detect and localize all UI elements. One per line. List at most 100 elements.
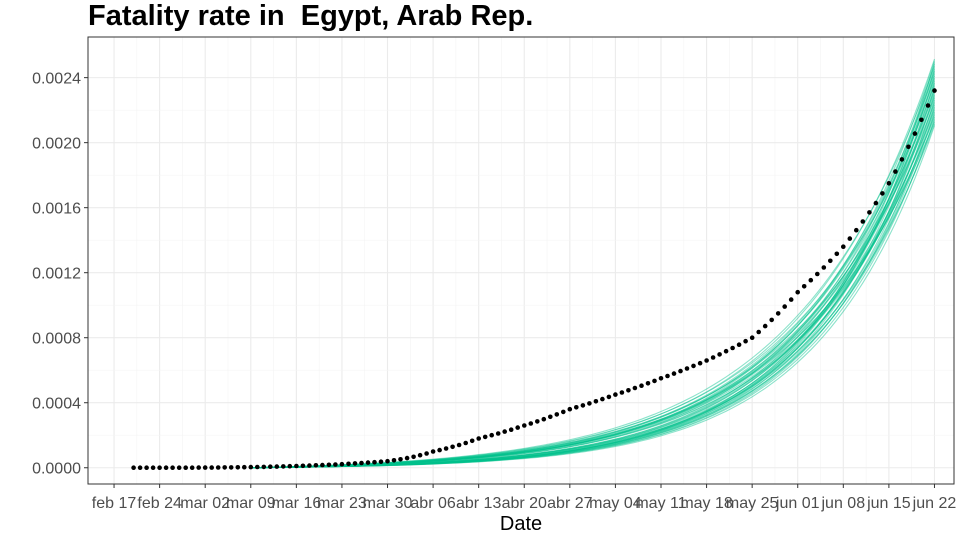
observed-point <box>801 284 807 289</box>
observed-point <box>215 465 221 470</box>
observed-point <box>606 394 612 400</box>
observed-point <box>886 181 892 186</box>
observed-point <box>196 465 201 470</box>
observed-point <box>639 383 644 389</box>
observed-point <box>287 463 293 469</box>
observed-point <box>209 465 214 470</box>
observed-point <box>873 200 879 206</box>
simulated-curve <box>250 98 936 469</box>
x-tick-label: feb 24 <box>137 495 182 512</box>
simulated-curve <box>250 82 936 469</box>
simulated-curve <box>250 89 936 469</box>
y-tick-label: 0.0012 <box>32 266 81 283</box>
observed-point <box>665 373 670 379</box>
observed-point <box>150 465 156 471</box>
observed-point <box>495 431 501 436</box>
panel-border <box>87 36 955 485</box>
observed-point <box>450 444 455 450</box>
simulated-curve <box>250 116 936 469</box>
observed-point <box>619 390 625 395</box>
observed-point <box>300 463 306 469</box>
observed-series <box>131 88 937 471</box>
simulated-curve <box>250 101 936 469</box>
observed-point <box>860 219 866 224</box>
observed-point <box>854 227 859 233</box>
observed-point <box>417 452 423 458</box>
observed-point <box>404 455 410 461</box>
observed-point <box>658 376 664 381</box>
observed-point <box>515 425 520 430</box>
simulated-curve <box>250 74 936 469</box>
observed-point <box>749 335 755 341</box>
observed-point <box>443 446 449 451</box>
observed-point <box>333 462 338 467</box>
observed-point <box>320 462 325 468</box>
observed-point <box>554 412 560 417</box>
observed-point <box>131 465 136 471</box>
x-tick-label: may 11 <box>635 495 686 512</box>
observed-point <box>808 277 814 283</box>
simulated-curve <box>250 108 936 469</box>
observed-point <box>743 338 748 344</box>
observed-point <box>222 465 227 470</box>
simulated-curve <box>250 118 936 469</box>
observed-point <box>821 265 827 270</box>
observed-point <box>548 414 553 420</box>
simulated-curve <box>250 104 936 469</box>
x-tick-label: abr 27 <box>547 495 592 512</box>
observed-point <box>723 348 729 354</box>
x-tick-label: abr 13 <box>456 495 501 512</box>
observed-point <box>912 131 918 136</box>
observed-point <box>365 460 371 465</box>
observed-point <box>163 465 169 471</box>
observed-point <box>456 442 462 448</box>
simulated-curve <box>250 92 936 469</box>
simulated-curve <box>250 120 936 469</box>
simulated-curve <box>250 62 936 469</box>
simulated-curve <box>250 60 936 469</box>
observed-point <box>613 392 618 397</box>
simulated-curve <box>250 113 936 469</box>
observed-point <box>834 251 840 257</box>
x-tick-label: abr 20 <box>502 495 547 512</box>
observed-point <box>671 371 677 376</box>
observed-point <box>828 258 833 264</box>
observed-point <box>183 465 188 471</box>
observed-point <box>710 355 716 360</box>
observed-point <box>932 88 937 93</box>
simulated-curve <box>250 125 936 469</box>
observed-point <box>437 447 442 453</box>
y-tick-label: 0.0008 <box>32 331 81 348</box>
y-tick-label: 0.0000 <box>32 461 81 478</box>
x-tick-label: jun 01 <box>775 495 820 512</box>
observed-point <box>469 438 475 444</box>
observed-point <box>919 117 924 123</box>
simulated-curve <box>250 67 936 469</box>
observed-point <box>645 381 651 386</box>
observed-point <box>463 440 469 446</box>
simulated-curve <box>250 110 936 469</box>
observed-point <box>398 457 403 462</box>
observed-point <box>841 244 846 249</box>
observed-point <box>391 458 397 463</box>
simulated-curve <box>250 81 936 469</box>
observed-point <box>795 289 800 295</box>
observed-point <box>189 465 195 471</box>
observed-point <box>906 144 911 150</box>
observed-point <box>424 451 429 456</box>
observed-point <box>359 460 364 466</box>
observed-point <box>352 461 358 466</box>
observed-point <box>268 464 273 470</box>
x-axis-title: Date <box>500 513 542 535</box>
observed-point <box>522 423 527 428</box>
observed-point <box>600 396 605 402</box>
y-tick-label: 0.0016 <box>32 201 81 218</box>
simulated-curve <box>250 91 936 469</box>
observed-point <box>730 345 735 351</box>
simulated-curve <box>250 99 936 469</box>
chart-title: Fatality rate in Egypt, Arab Rep. <box>88 0 534 32</box>
observed-point <box>235 465 241 470</box>
observed-point <box>242 464 247 470</box>
x-tick-label: may 04 <box>589 495 642 512</box>
